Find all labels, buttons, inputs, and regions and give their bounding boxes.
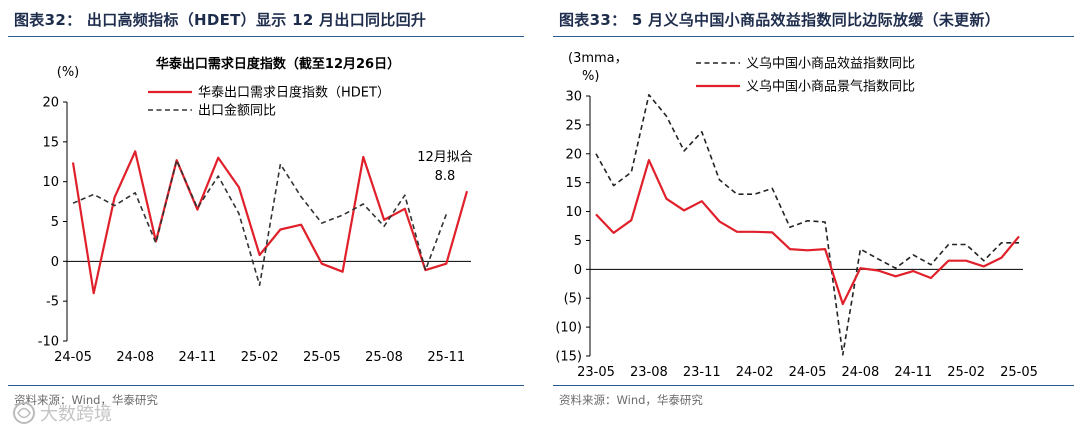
x-tick-label: 24-08 — [116, 350, 154, 365]
y-axis-unit-line2: %) — [582, 69, 599, 84]
legend-label-1: 华泰出口需求日度指数（HDET） — [198, 85, 390, 101]
y-tick-label: 5 — [574, 234, 582, 249]
figure-title: 图表33： 5 月义乌中国小商品效益指数同比边际放缓（未更新） — [559, 11, 1001, 29]
x-tick-label: 24-02 — [736, 365, 774, 380]
y-tick-label: 25 — [565, 118, 582, 133]
source-note: 资料来源：Wind，华泰研究 — [559, 393, 703, 407]
watermark-logo: 大数跨境 — [13, 402, 112, 425]
series-line-2 — [595, 159, 1020, 306]
x-tick-label: 24-11 — [894, 365, 932, 380]
right-figure-panel: 图表33： 5 月义乌中国小商品效益指数同比边际放缓（未更新） (15) (10)… — [545, 0, 1080, 432]
x-tick-label: 24-05 — [54, 350, 92, 365]
x-tick-label: 24-08 — [841, 365, 879, 380]
x-tick-label: 24-05 — [789, 365, 827, 380]
figure-title: 图表32： 出口高频指标（HDET）显示 12 月出口同比回升 — [14, 11, 427, 29]
y-tick-label: 0 — [51, 255, 59, 270]
y-tick-label: 20 — [42, 96, 59, 111]
x-tick-label: 25-02 — [241, 350, 279, 365]
legend-label-2: 义乌中国小商品景气指数同比 — [746, 79, 915, 95]
y-axis-unit: (%) — [57, 65, 80, 80]
y-tick-label: 20 — [565, 147, 582, 162]
y-tick-label: (10) — [555, 321, 582, 336]
legend-label-2: 出口金额同比 — [198, 103, 276, 119]
y-tick-label: 15 — [42, 135, 59, 150]
series-line-1 — [595, 94, 1019, 356]
export-demand-chart: -10 -5 0 5 10 15 20 24-05 24-08 24-11 25-02 25-05 25… — [38, 56, 473, 365]
source-divider — [553, 385, 1074, 386]
left-figure-panel: 图表32： 出口高频指标（HDET）显示 12 月出口同比回升 -10 -5 0 5 1… — [0, 0, 530, 432]
yiwu-index-chart: (15) (10) (5) 0 5 10 15 20 25 30 23-05 23-08 23-11 24… — [555, 51, 1038, 380]
y-tick-label: 10 — [565, 205, 582, 220]
x-tick-label: 25-11 — [427, 350, 465, 365]
x-tick-label: 25-02 — [947, 365, 985, 380]
x-tick-label: 25-05 — [303, 350, 341, 365]
x-tick-label: 23-08 — [630, 365, 668, 380]
x-tick-label: 25-05 — [1000, 365, 1038, 380]
y-tick-label: 15 — [565, 176, 582, 191]
y-tick-label: -5 — [46, 295, 59, 310]
source-divider — [8, 385, 524, 386]
legend-label-1: 义乌中国小商品效益指数同比 — [746, 56, 915, 72]
x-tick-label: 24-11 — [179, 350, 217, 365]
series-line-2 — [72, 159, 448, 286]
x-tick-label: 25-08 — [365, 350, 403, 365]
y-tick-label: (5) — [564, 292, 582, 307]
series-line-1 — [71, 150, 469, 295]
annotation-label: 12月拟合 — [417, 150, 473, 165]
y-tick-label: 0 — [574, 263, 582, 278]
y-tick-label: 30 — [565, 90, 582, 105]
y-tick-label: 5 — [51, 215, 59, 230]
y-tick-label: -10 — [38, 335, 59, 350]
title-divider — [553, 36, 1074, 37]
title-divider — [8, 36, 524, 37]
y-tick-label: (15) — [555, 350, 582, 365]
x-tick-label: 23-05 — [577, 365, 615, 380]
chart-title: 华泰出口需求日度指数（截至12月26日） — [156, 56, 400, 72]
y-axis-unit-line1: (3mma， — [568, 51, 628, 66]
x-tick-label: 23-11 — [683, 365, 721, 380]
annotation-value: 8.8 — [435, 169, 456, 184]
source-note: 资料来源：Wind，华泰研究 — [14, 393, 158, 407]
y-tick-label: 10 — [42, 175, 59, 190]
watermark-text: 大数跨境 — [40, 404, 112, 425]
